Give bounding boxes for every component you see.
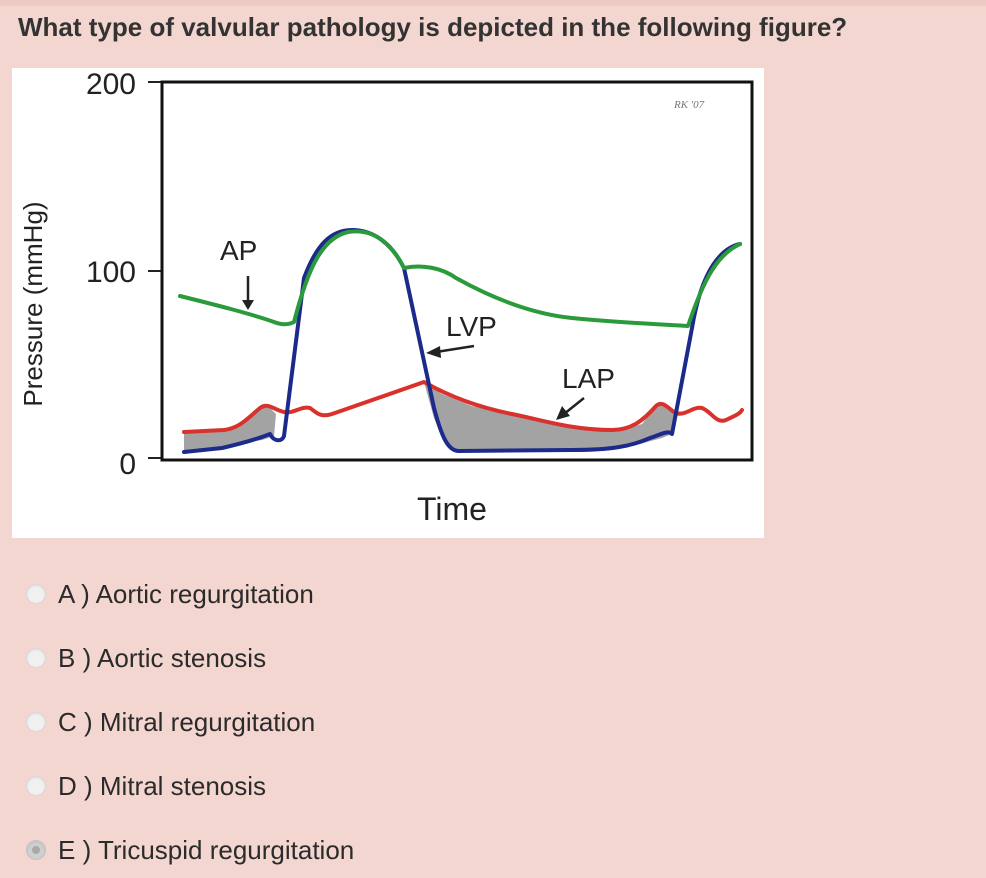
plot-frame xyxy=(160,80,754,462)
option-e-label: E ) Tricuspid regurgitation xyxy=(58,834,355,865)
lap-arrow-icon xyxy=(556,397,585,420)
y-tick-100: 100 xyxy=(86,256,136,289)
option-d-label: D ) Mitral stenosis xyxy=(58,770,267,801)
option-b[interactable]: B ) Aortic stenosis xyxy=(26,638,446,678)
radio-icon[interactable] xyxy=(26,712,46,732)
lap-curve xyxy=(182,380,744,434)
option-d[interactable]: D ) Mitral stenosis xyxy=(26,766,446,806)
ap-label: AP xyxy=(220,235,257,266)
pressure-figure: Pressure (mmHg) 200 100 0 RK '07 AP LVP … xyxy=(12,68,764,538)
y-tick-0: 0 xyxy=(119,448,136,481)
option-c[interactable]: C ) Mitral regurgitation xyxy=(26,702,446,742)
shaded-gradient-diastole xyxy=(424,382,676,451)
ap-arrow-icon xyxy=(242,276,254,310)
radio-icon[interactable] xyxy=(26,648,46,668)
lvp-arrow-icon xyxy=(426,344,475,358)
option-c-label: C ) Mitral regurgitation xyxy=(58,706,316,737)
pressure-diagram: Pressure (mmHg) 200 100 0 RK '07 AP LVP … xyxy=(18,68,754,527)
option-b-label: B ) Aortic stenosis xyxy=(58,642,267,673)
option-a[interactable]: A ) Aortic regurgitation xyxy=(26,574,446,614)
y-axis-label: Pressure (mmHg) xyxy=(18,201,48,406)
top-strip xyxy=(0,0,986,6)
ap-curve xyxy=(178,229,742,328)
option-a-label: A ) Aortic regurgitation xyxy=(58,578,314,609)
y-tick-200: 200 xyxy=(86,68,136,101)
x-axis-label: Time xyxy=(417,491,487,527)
radio-icon[interactable] xyxy=(26,584,46,604)
signature: RK '07 xyxy=(673,99,705,111)
radio-selected-icon[interactable] xyxy=(26,840,46,860)
question-text: What type of valvular pathology is depic… xyxy=(18,12,848,42)
lap-label: LAP xyxy=(562,363,615,394)
lvp-curve xyxy=(182,228,742,454)
lvp-label: LVP xyxy=(446,311,497,342)
option-e[interactable]: E ) Tricuspid regurgitation xyxy=(26,830,446,870)
radio-icon[interactable] xyxy=(26,776,46,796)
